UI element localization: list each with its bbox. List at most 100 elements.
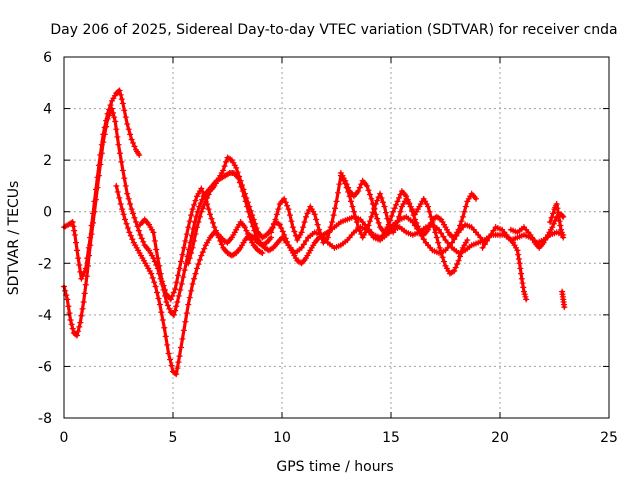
- data-point: [366, 191, 373, 198]
- data-point: [154, 289, 161, 296]
- data-point: [404, 196, 411, 203]
- data-point: [271, 220, 278, 227]
- data-point: [250, 216, 257, 223]
- data-point: [557, 222, 564, 229]
- data-point: [77, 319, 84, 326]
- data-point: [215, 234, 222, 241]
- data-point: [128, 206, 135, 213]
- data-point: [127, 200, 134, 207]
- data-point: [71, 231, 78, 238]
- data-point: [285, 206, 292, 213]
- data-point: [438, 249, 445, 256]
- data-point: [353, 219, 360, 226]
- data-point: [151, 237, 158, 244]
- data-point: [441, 258, 448, 265]
- data-point: [69, 219, 76, 226]
- data-point: [114, 133, 121, 140]
- data-point: [364, 182, 371, 189]
- data-point: [518, 270, 525, 277]
- data-point: [113, 182, 120, 189]
- y-tick-label: -6: [38, 359, 52, 375]
- data-point: [195, 219, 202, 226]
- data-point: [368, 195, 375, 202]
- data-point: [246, 203, 253, 210]
- data-point: [425, 226, 432, 233]
- data-point: [201, 201, 208, 208]
- data-point: [269, 225, 276, 232]
- data-point: [119, 167, 126, 174]
- data-point: [68, 321, 75, 328]
- data-point: [281, 231, 288, 238]
- data-point: [175, 292, 182, 299]
- data-point: [78, 275, 85, 282]
- data-point: [186, 255, 193, 262]
- data-point: [547, 219, 554, 226]
- data-point: [324, 234, 331, 241]
- data-point: [253, 225, 260, 232]
- y-tick-label: -8: [38, 411, 52, 427]
- data-point: [188, 212, 195, 219]
- data-point: [199, 249, 206, 256]
- data-point: [124, 225, 131, 232]
- data-point: [394, 198, 401, 205]
- data-point: [179, 335, 186, 342]
- data-point: [72, 331, 79, 338]
- data-point: [188, 249, 195, 256]
- data-point: [483, 237, 490, 244]
- data-point: [365, 187, 372, 194]
- data-point: [481, 241, 488, 248]
- data-point: [327, 224, 334, 231]
- data-point: [259, 249, 266, 256]
- data-point: [301, 219, 308, 226]
- data-point: [70, 223, 77, 230]
- data-point: [237, 177, 244, 184]
- data-point: [243, 194, 250, 201]
- data-point: [239, 182, 246, 189]
- data-point: [174, 365, 181, 372]
- data-point: [490, 227, 497, 234]
- data-point: [552, 217, 559, 224]
- data-point: [177, 344, 184, 351]
- data-point: [286, 212, 293, 219]
- data-point: [140, 238, 147, 245]
- data-point: [391, 205, 398, 212]
- data-point: [138, 235, 145, 242]
- data-point: [282, 235, 289, 242]
- data-point: [449, 239, 456, 246]
- data-point: [202, 198, 209, 205]
- data-point: [191, 237, 198, 244]
- data-point: [352, 213, 359, 220]
- data-point: [192, 197, 199, 204]
- data-point: [268, 229, 275, 236]
- data-point: [154, 255, 161, 262]
- data-point: [177, 286, 184, 293]
- data-point: [252, 220, 259, 227]
- data-point: [464, 237, 471, 244]
- data-point: [555, 209, 562, 216]
- data-point: [403, 193, 410, 200]
- data-point: [317, 231, 324, 238]
- data-point: [550, 220, 557, 227]
- series-track-4: [137, 185, 275, 303]
- data-point: [457, 253, 464, 260]
- data-point: [234, 169, 241, 176]
- data-point: [358, 231, 365, 238]
- data-point: [173, 371, 180, 378]
- data-point: [385, 221, 392, 228]
- data-point: [158, 309, 165, 316]
- data-point: [95, 162, 102, 169]
- data-point: [185, 224, 192, 231]
- data-point: [183, 310, 190, 317]
- data-point: [117, 91, 124, 98]
- data-point: [159, 317, 166, 324]
- data-point: [204, 194, 211, 201]
- data-point: [548, 214, 555, 221]
- data-point: [397, 208, 404, 215]
- data-point: [119, 206, 126, 213]
- data-point: [186, 218, 193, 225]
- data-point: [62, 287, 69, 294]
- data-point: [103, 117, 110, 124]
- data-point: [291, 228, 298, 235]
- data-point: [365, 222, 372, 229]
- data-point: [432, 229, 439, 236]
